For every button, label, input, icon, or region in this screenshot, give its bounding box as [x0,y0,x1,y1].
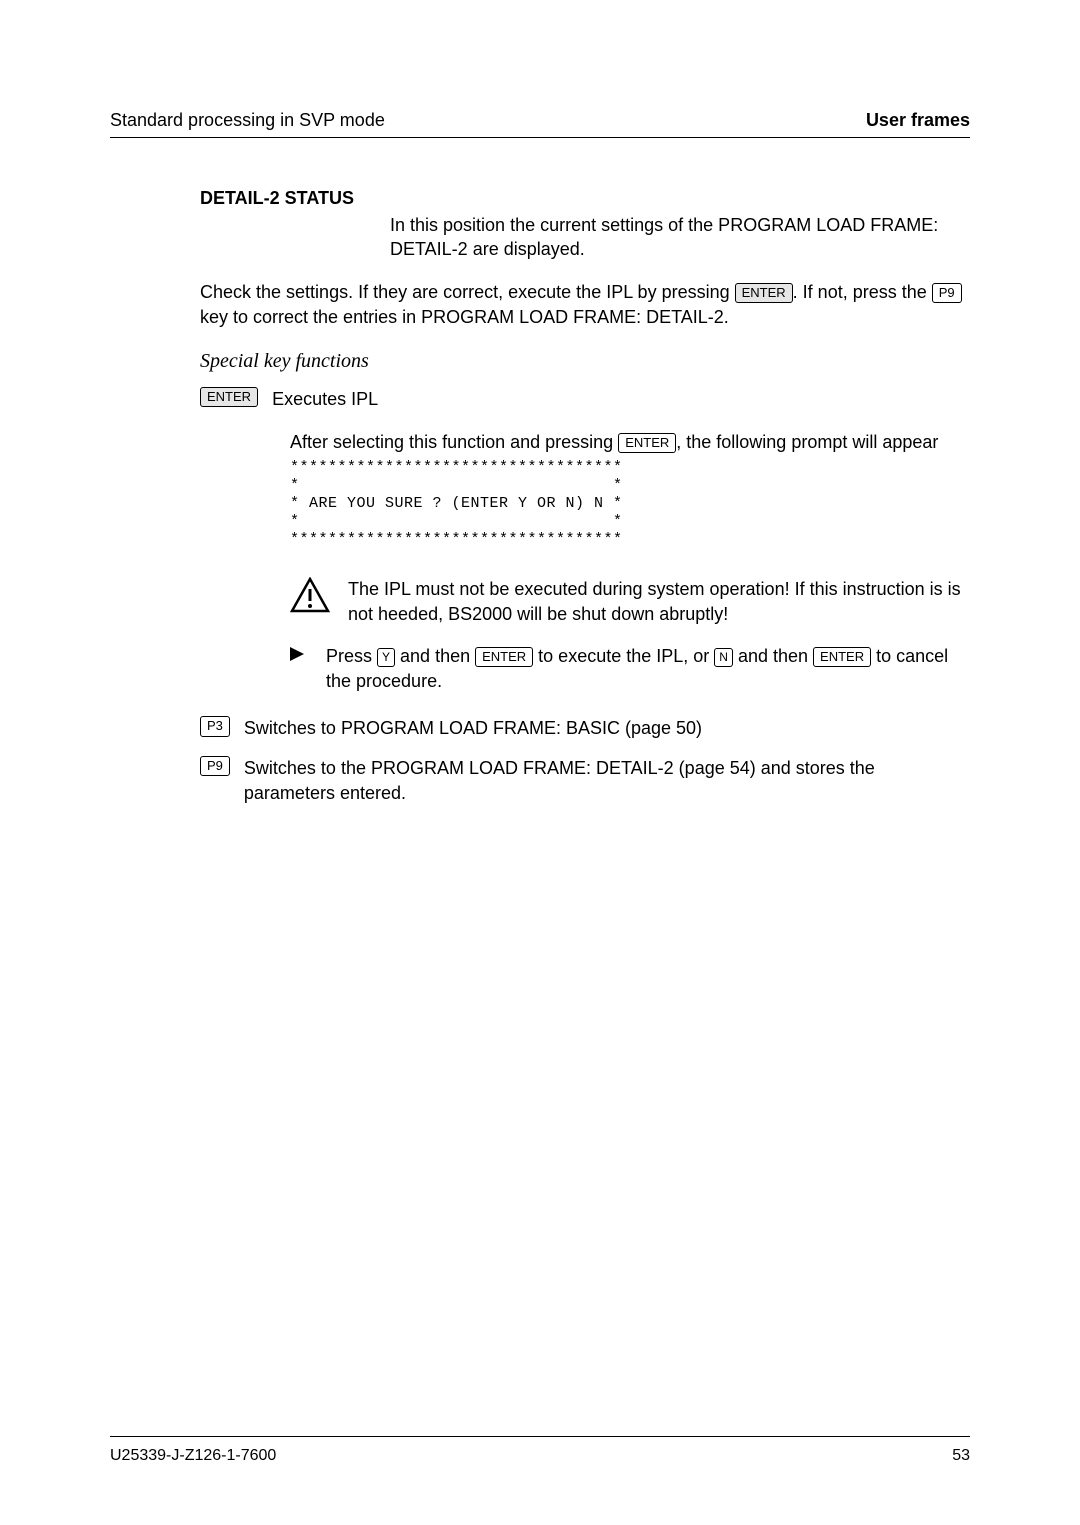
warning-triangle-icon [290,577,330,613]
check-text-3: key to correct the entries in PROGRAM LO… [200,307,729,327]
footer-row: U25339-J-Z126-1-7600 53 [110,1447,970,1465]
press-p1: Press [326,646,377,666]
p9-key-icon: P9 [200,756,230,776]
footer-doc-id: U25339-J-Z126-1-7600 [110,1447,276,1465]
enter-key-icon: ENTER [813,647,871,667]
p9-text: Switches to the PROGRAM LOAD FRAME: DETA… [244,756,970,806]
p3-key-icon: P3 [200,716,230,736]
header-right: User frames [866,110,970,131]
p3-row: P3 Switches to PROGRAM LOAD FRAME: BASIC… [200,716,970,741]
after-select-after: , the following prompt will appear [676,432,938,452]
press-p3: to execute the IPL, or [533,646,714,666]
p3-text: Switches to PROGRAM LOAD FRAME: BASIC (p… [244,716,970,741]
footer: U25339-J-Z126-1-7600 53 [110,1436,970,1465]
footer-page-number: 53 [952,1447,970,1465]
press-p2: and then [395,646,475,666]
header-left: Standard processing in SVP mode [110,110,385,131]
check-text-2: . If not, press the [793,282,932,302]
press-text: Press Y and then ENTER to execute the IP… [326,644,970,694]
ascii-l1: *********************************** [290,459,623,476]
check-text-1: Check the settings. If they are correct,… [200,282,735,302]
n-key-icon: N [714,648,733,667]
ascii-l4: * * [290,513,623,530]
step-arrow-icon [290,647,308,661]
p9-key-icon: P9 [932,283,962,303]
footer-rule [110,1436,970,1437]
check-paragraph: Check the settings. If they are correct,… [200,280,970,330]
enter-executes-row: ENTER Executes IPL [200,387,970,412]
running-header: Standard processing in SVP mode User fra… [110,110,970,137]
header-rule [110,137,970,138]
special-key-heading: Special key functions [200,350,970,373]
ascii-l2: * * [290,477,623,494]
warning-text: The IPL must not be executed during syst… [348,577,970,626]
enter-key-icon: ENTER [200,387,258,407]
page: Standard processing in SVP mode User fra… [0,0,1080,1525]
warning-row: The IPL must not be executed during syst… [290,577,970,626]
enter-exec-text: Executes IPL [272,387,970,412]
after-select-line: After selecting this function and pressi… [290,430,970,455]
p9-row: P9 Switches to the PROGRAM LOAD FRAME: D… [200,756,970,806]
press-row: Press Y and then ENTER to execute the IP… [290,644,970,694]
enter-key-icon: ENTER [475,647,533,667]
ascii-l5: *********************************** [290,531,623,548]
ascii-l3: * ARE YOU SURE ? (ENTER Y OR N) N * [290,495,623,512]
after-select-before: After selecting this function and pressi… [290,432,618,452]
section-desc: In this position the current settings of… [390,213,970,262]
press-p4: and then [733,646,813,666]
enter-key-icon: ENTER [618,433,676,453]
y-key-icon: Y [377,648,395,667]
ascii-prompt: *********************************** * * … [290,459,970,549]
section-title: DETAIL-2 STATUS [200,188,970,209]
enter-key-icon: ENTER [735,283,793,303]
